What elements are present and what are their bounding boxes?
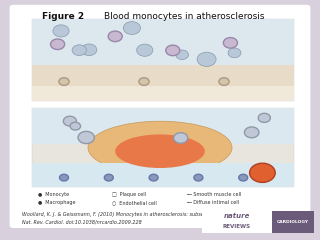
- Circle shape: [63, 116, 76, 126]
- Text: ○  Endothelial cell: ○ Endothelial cell: [112, 200, 157, 205]
- Circle shape: [250, 163, 275, 182]
- Circle shape: [176, 50, 188, 60]
- FancyBboxPatch shape: [32, 19, 294, 65]
- FancyBboxPatch shape: [202, 211, 272, 233]
- Circle shape: [174, 133, 188, 143]
- Text: ●  Macrophage: ● Macrophage: [38, 200, 76, 205]
- FancyBboxPatch shape: [32, 163, 294, 187]
- Text: □  Plaque cell: □ Plaque cell: [112, 192, 146, 197]
- Circle shape: [108, 31, 122, 42]
- Text: Woollard, K. J. & Geissmann, F. (2010) Monocytes in atherosclerosis: subsets and: Woollard, K. J. & Geissmann, F. (2010) M…: [22, 212, 243, 217]
- FancyBboxPatch shape: [32, 108, 294, 187]
- FancyBboxPatch shape: [10, 5, 310, 228]
- Ellipse shape: [115, 134, 205, 168]
- Circle shape: [197, 52, 216, 66]
- Circle shape: [70, 122, 81, 130]
- FancyBboxPatch shape: [32, 65, 294, 86]
- Circle shape: [239, 174, 248, 181]
- FancyBboxPatch shape: [32, 108, 294, 144]
- Circle shape: [78, 131, 94, 144]
- Text: Figure 2: Figure 2: [42, 12, 84, 21]
- Circle shape: [219, 78, 229, 85]
- Circle shape: [166, 45, 180, 56]
- Text: Nat. Rev. Cardiol. doi:10.1038/nrcardio.2009.228: Nat. Rev. Cardiol. doi:10.1038/nrcardio.…: [22, 220, 142, 225]
- FancyBboxPatch shape: [272, 211, 314, 233]
- FancyBboxPatch shape: [32, 86, 294, 101]
- Circle shape: [149, 174, 158, 181]
- Circle shape: [194, 174, 203, 181]
- Circle shape: [228, 48, 241, 58]
- Circle shape: [81, 44, 97, 56]
- Circle shape: [137, 44, 153, 56]
- FancyBboxPatch shape: [32, 19, 294, 101]
- Circle shape: [59, 78, 69, 85]
- Text: nature: nature: [224, 213, 250, 219]
- Circle shape: [123, 22, 140, 35]
- Text: Blood monocytes in atherosclerosis: Blood monocytes in atherosclerosis: [104, 12, 265, 21]
- Ellipse shape: [88, 121, 232, 174]
- Circle shape: [244, 127, 259, 138]
- Circle shape: [53, 25, 69, 37]
- Circle shape: [60, 174, 68, 181]
- Text: ●  Monocyte: ● Monocyte: [38, 192, 69, 197]
- Circle shape: [51, 39, 65, 49]
- Circle shape: [258, 113, 270, 122]
- Text: REVIEWS: REVIEWS: [223, 224, 251, 229]
- Text: ── Diffuse intimal cell: ── Diffuse intimal cell: [186, 200, 239, 205]
- Circle shape: [139, 78, 149, 85]
- Circle shape: [104, 174, 113, 181]
- Text: CARDIOLOGY: CARDIOLOGY: [277, 220, 309, 224]
- Circle shape: [72, 45, 86, 55]
- Text: ── Smooth muscle cell: ── Smooth muscle cell: [186, 192, 241, 197]
- Circle shape: [223, 38, 237, 48]
